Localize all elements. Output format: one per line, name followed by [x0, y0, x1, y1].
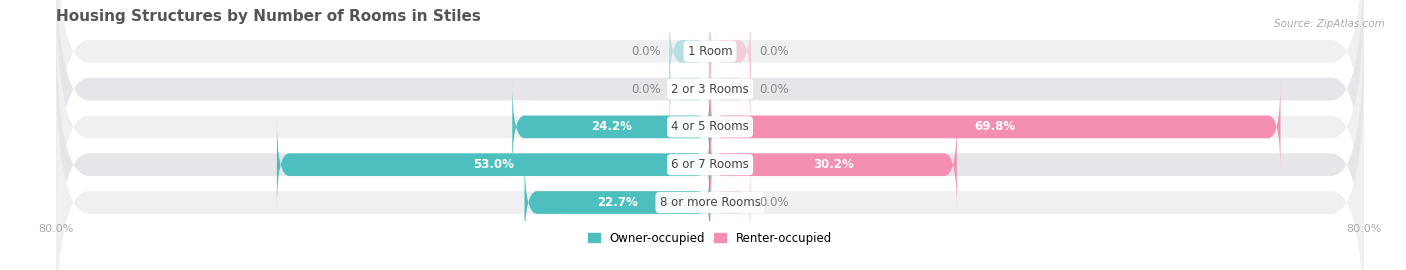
Text: 1 Room: 1 Room	[688, 45, 733, 58]
FancyBboxPatch shape	[56, 0, 1364, 191]
FancyBboxPatch shape	[710, 119, 957, 210]
Text: 6 or 7 Rooms: 6 or 7 Rooms	[671, 158, 749, 171]
Text: 4 or 5 Rooms: 4 or 5 Rooms	[671, 120, 749, 133]
FancyBboxPatch shape	[277, 119, 710, 210]
FancyBboxPatch shape	[710, 6, 751, 97]
FancyBboxPatch shape	[710, 157, 751, 248]
FancyBboxPatch shape	[56, 0, 1364, 229]
Legend: Owner-occupied, Renter-occupied: Owner-occupied, Renter-occupied	[583, 227, 837, 249]
FancyBboxPatch shape	[710, 82, 1281, 172]
Text: 0.0%: 0.0%	[631, 83, 661, 96]
Text: 53.0%: 53.0%	[472, 158, 515, 171]
FancyBboxPatch shape	[710, 44, 751, 134]
Text: 0.0%: 0.0%	[631, 45, 661, 58]
FancyBboxPatch shape	[524, 157, 710, 248]
Text: 24.2%: 24.2%	[591, 120, 631, 133]
FancyBboxPatch shape	[669, 44, 710, 134]
FancyBboxPatch shape	[56, 25, 1364, 270]
Text: Housing Structures by Number of Rooms in Stiles: Housing Structures by Number of Rooms in…	[56, 9, 481, 24]
FancyBboxPatch shape	[512, 82, 710, 172]
Text: 8 or more Rooms: 8 or more Rooms	[659, 196, 761, 209]
Text: 30.2%: 30.2%	[813, 158, 853, 171]
Text: 69.8%: 69.8%	[974, 120, 1015, 133]
Text: 0.0%: 0.0%	[759, 83, 789, 96]
Text: 2 or 3 Rooms: 2 or 3 Rooms	[671, 83, 749, 96]
Text: Source: ZipAtlas.com: Source: ZipAtlas.com	[1274, 19, 1385, 29]
FancyBboxPatch shape	[56, 63, 1364, 270]
FancyBboxPatch shape	[669, 6, 710, 97]
Text: 0.0%: 0.0%	[759, 45, 789, 58]
Text: 22.7%: 22.7%	[598, 196, 638, 209]
FancyBboxPatch shape	[56, 0, 1364, 267]
Text: 0.0%: 0.0%	[759, 196, 789, 209]
